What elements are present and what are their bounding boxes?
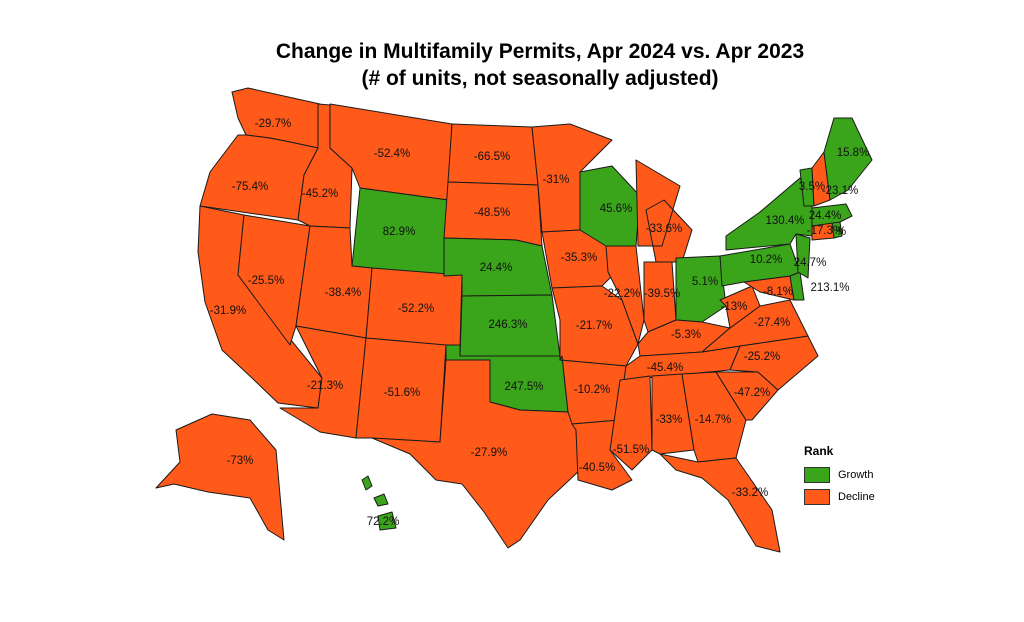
state-labels: -29.7% -75.4% -31.9% -25.5% -45.2% -52.4% 82.9… xyxy=(210,118,870,528)
state-label-az: -21.3% xyxy=(307,380,343,392)
state-label-de: 213.1% xyxy=(810,282,849,294)
state-label-wv: -13% xyxy=(721,301,748,313)
state-label-va: -27.4% xyxy=(754,317,790,329)
state-mi xyxy=(635,159,693,263)
state-ms xyxy=(609,375,653,471)
state-label-tn: -45.4% xyxy=(647,362,683,374)
state-label-tx: -27.9% xyxy=(471,447,507,459)
state-label-pa: 10.2% xyxy=(750,254,783,266)
state-label-ak: -73% xyxy=(227,455,254,467)
state-tx xyxy=(371,359,581,549)
state-label-nd: -66.5% xyxy=(474,151,510,163)
legend-label-decline: Decline xyxy=(838,491,875,503)
state-fl xyxy=(659,453,781,553)
state-label-ut: -38.4% xyxy=(325,287,361,299)
state-label-la: -40.5% xyxy=(579,462,615,474)
state-label-nh: -23.1% xyxy=(822,185,858,197)
state-ma xyxy=(811,203,853,227)
state-label-ok: 247.5% xyxy=(504,381,543,393)
legend-swatch-growth xyxy=(804,467,830,483)
state-label-ks: 246.3% xyxy=(488,319,527,331)
state-hi xyxy=(361,475,397,531)
legend-item-decline: Decline xyxy=(804,486,875,508)
legend-title: Rank xyxy=(804,444,834,458)
state-label-md: -8.1% xyxy=(763,286,793,298)
state-label-il: -22.2% xyxy=(604,288,640,300)
state-label-al: -33% xyxy=(656,414,683,426)
state-label-ga: -14.7% xyxy=(695,414,731,426)
state-label-nm: -51.6% xyxy=(384,387,420,399)
state-label-ma: 24.4% xyxy=(809,210,842,222)
state-label-mo: -21.7% xyxy=(576,320,612,332)
state-label-id: -45.2% xyxy=(302,188,338,200)
state-label-ca: -31.9% xyxy=(210,305,246,317)
state-oh xyxy=(675,255,727,323)
state-label-sd: -48.5% xyxy=(474,207,510,219)
legend-item-growth: Growth xyxy=(804,464,875,486)
state-label-mi: -33.6% xyxy=(646,223,682,235)
state-label-co: -52.2% xyxy=(398,303,434,315)
state-nv xyxy=(237,214,311,346)
state-shapes xyxy=(155,87,873,553)
state-wv xyxy=(719,285,761,329)
state-al xyxy=(651,373,695,455)
title-line-1: Change in Multifamily Permits, Apr 2024 … xyxy=(275,40,805,63)
state-label-nv: -25.5% xyxy=(248,275,284,287)
state-label-ia: -35.3% xyxy=(561,252,597,264)
legend-swatch-decline xyxy=(804,489,830,505)
state-label-ms: -51.5% xyxy=(613,444,649,456)
state-label-ar: -10.2% xyxy=(574,384,610,396)
state-label-nc: -25.2% xyxy=(744,351,780,363)
state-label-ne: 24.4% xyxy=(480,262,513,274)
state-label-ny: 130.4% xyxy=(765,215,804,227)
state-label-wa: -29.7% xyxy=(255,118,291,130)
state-label-me: 15.8% xyxy=(837,147,870,159)
state-label-wi: 45.6% xyxy=(600,203,633,215)
state-nj xyxy=(795,233,811,279)
state-label-ky: -5.3% xyxy=(671,329,701,341)
legend-label-growth: Growth xyxy=(838,469,874,481)
state-label-ri: % xyxy=(836,226,846,238)
state-label-mt: -52.4% xyxy=(374,148,410,160)
state-label-fl: -33.2% xyxy=(732,487,768,499)
state-label-oh: 5.1% xyxy=(692,276,718,288)
state-label-nj: 24.7% xyxy=(794,257,827,269)
state-label-ct: -17.3% xyxy=(807,225,843,237)
title-line-2: (# of units, not seasonally adjusted) xyxy=(361,67,719,90)
state-label-wy: 82.9% xyxy=(383,226,416,238)
state-label-in: -39.5% xyxy=(644,288,680,300)
state-me xyxy=(823,117,873,201)
map-title: Change in Multifamily Permits, Apr 2024 … xyxy=(0,38,1024,92)
state-label-vt: 3.5% xyxy=(799,181,825,193)
legend: Rank Growth Decline xyxy=(804,444,875,508)
state-label-or: -75.4% xyxy=(232,181,268,193)
state-label-mn: -31% xyxy=(543,174,570,186)
state-label-sc: -47.2% xyxy=(734,387,770,399)
state-ak xyxy=(155,413,285,541)
state-label-hi: 72.2% xyxy=(367,516,400,528)
state-mo xyxy=(551,285,639,367)
